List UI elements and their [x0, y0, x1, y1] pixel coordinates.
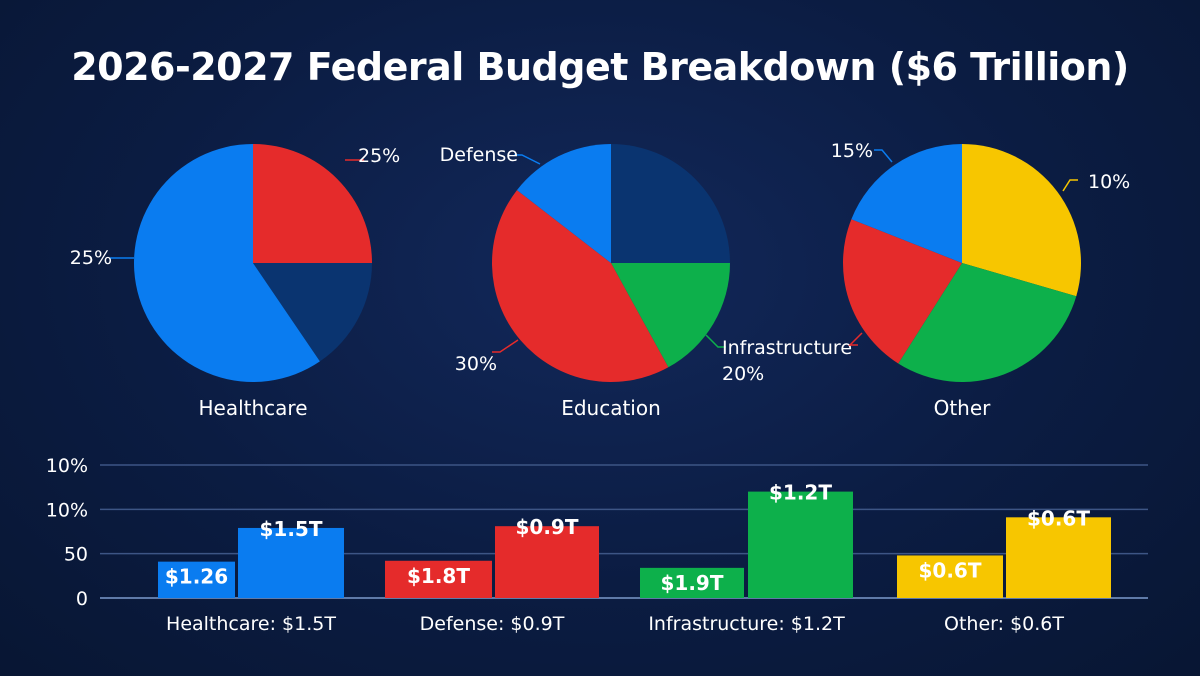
- pie-title: Education: [561, 396, 661, 420]
- x-category-label: Healthcare: $1.5T: [166, 613, 336, 635]
- pie-slice: [253, 263, 372, 362]
- slice-label: 25%: [358, 145, 400, 167]
- leader-line: [705, 334, 726, 348]
- leader-line: [514, 154, 541, 165]
- bar-value-label: $1.9T: [661, 571, 724, 595]
- pie-education: Infrastructure 20% 30% Defense Education: [440, 144, 852, 420]
- pie-slice: [851, 144, 962, 263]
- bar-value-label: $1.2T: [769, 481, 832, 505]
- pie-slice: [516, 144, 611, 263]
- leader-line: [874, 149, 893, 163]
- bar-value-label: $0.6T: [1027, 506, 1090, 530]
- pie-other: 10% 15% Other: [831, 140, 1130, 420]
- slice-label: 10%: [1088, 171, 1130, 193]
- slice-label: 25%: [70, 247, 112, 269]
- x-category-label: Defense: $0.9T: [420, 613, 565, 635]
- bar-value-label: $1.5T: [260, 517, 323, 541]
- pie-healthcare: 25% 25% Healthcare: [70, 144, 400, 420]
- bar: [238, 527, 344, 598]
- y-tick-label: 0: [76, 588, 88, 610]
- slice-label: Infrastructure: [722, 337, 852, 359]
- bar: [495, 526, 599, 598]
- pie-slice: [962, 144, 1081, 297]
- leader-line: [848, 332, 863, 346]
- pie-slice: [491, 190, 669, 382]
- slice-label: 20%: [722, 363, 764, 385]
- slice-label: Defense: [440, 144, 518, 166]
- bar-value-label: $1.26: [165, 565, 228, 589]
- chart-title: 2026-2027 Federal Budget Breakdown ($6 T…: [71, 45, 1129, 89]
- bar: [897, 555, 1003, 598]
- pie-slice: [843, 219, 962, 364]
- pie-slice: [898, 263, 1077, 382]
- bar-value-label: $1.8T: [407, 564, 470, 588]
- leader-line: [1062, 179, 1078, 192]
- leader-line: [492, 339, 519, 353]
- bar: [1006, 517, 1111, 598]
- bar: [385, 560, 492, 598]
- bar: [158, 561, 235, 598]
- pie-title: Other: [934, 396, 992, 420]
- pie-slice: [611, 263, 730, 368]
- bar-value-label: $0.9T: [516, 515, 579, 539]
- pie-title: Healthcare: [198, 396, 307, 420]
- bar: [640, 567, 744, 598]
- pie-slice: [253, 144, 372, 263]
- y-tick-label: 10%: [46, 455, 88, 477]
- slice-label: 15%: [831, 140, 873, 162]
- bar: [748, 491, 853, 598]
- y-tick-label: 10%: [46, 499, 88, 521]
- slice-label: 30%: [455, 353, 497, 375]
- x-category-label: Infrastructure: $1.2T: [648, 613, 845, 635]
- y-tick-label: 50: [64, 544, 88, 566]
- pie-slice: [133, 144, 320, 382]
- bar-value-label: $0.6T: [919, 558, 982, 582]
- x-category-label: Other: $0.6T: [944, 613, 1064, 635]
- pie-slice: [611, 144, 730, 263]
- bar-chart: 0 50 10% 10% $1.26 $1.5T Healthcare: $1.5T $1.8…: [46, 455, 1148, 635]
